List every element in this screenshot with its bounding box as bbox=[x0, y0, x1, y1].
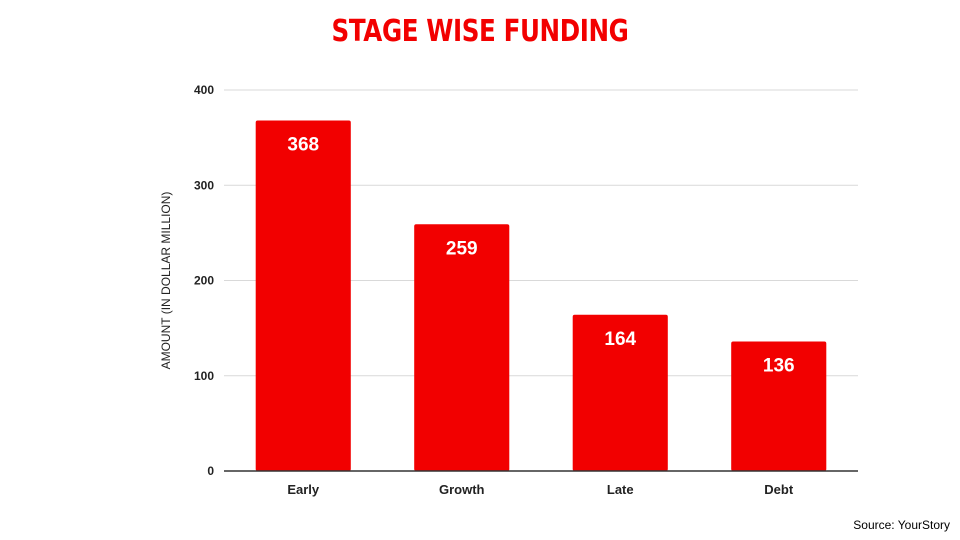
data-label-growth: 259 bbox=[446, 238, 478, 259]
source-note: Source: YourStory bbox=[853, 518, 950, 532]
y-tick-label: 200 bbox=[194, 274, 214, 288]
y-tick-label: 400 bbox=[194, 83, 214, 97]
x-tick-label-early: Early bbox=[287, 482, 320, 497]
chart-title: STAGE WISE FUNDING bbox=[331, 14, 629, 49]
y-axis-ticks: 0 100 200 300 400 bbox=[194, 83, 214, 478]
bars bbox=[255, 120, 827, 471]
x-tick-label-late: Late bbox=[607, 482, 634, 497]
x-axis-ticks: Early Growth Late Debt bbox=[287, 482, 794, 497]
bar-early bbox=[255, 120, 351, 471]
y-tick-label: 0 bbox=[207, 464, 214, 478]
x-tick-label-growth: Growth bbox=[439, 482, 485, 497]
data-labels: 368 259 164 136 bbox=[287, 134, 794, 376]
x-tick-label-debt: Debt bbox=[764, 482, 794, 497]
y-tick-label: 300 bbox=[194, 178, 214, 192]
data-label-late: 164 bbox=[604, 329, 636, 350]
y-axis-label: AMOUNT (IN DOLLAR MILLION) bbox=[159, 192, 173, 370]
data-label-debt: 136 bbox=[763, 355, 795, 376]
bar-late bbox=[572, 314, 668, 471]
bar-debt bbox=[731, 341, 827, 471]
data-label-early: 368 bbox=[287, 134, 319, 155]
y-tick-label: 100 bbox=[194, 369, 214, 383]
bar-growth bbox=[414, 224, 510, 471]
